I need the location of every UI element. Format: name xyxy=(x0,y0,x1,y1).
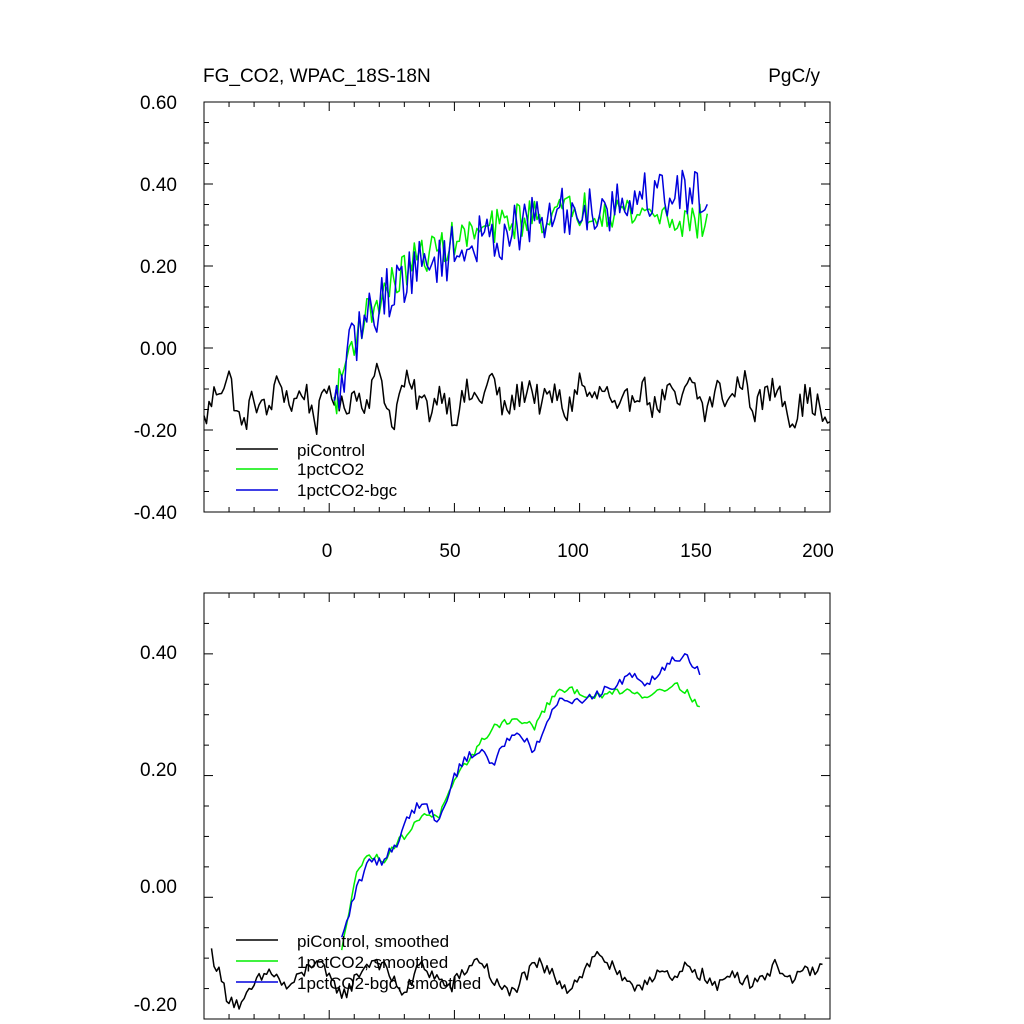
x-tick-label: 0 xyxy=(322,541,333,562)
series-line-1pctco2 xyxy=(333,192,709,415)
legend-label: 1pctCO2 xyxy=(297,460,364,479)
top-chart-series xyxy=(203,169,831,436)
y-tick-label: 0.40 xyxy=(140,643,177,664)
y-tick-label: 0.60 xyxy=(140,93,177,114)
legend-label: piControl xyxy=(297,441,365,460)
x-tick-label: 50 xyxy=(439,541,460,562)
series-line-1pctco2-bgc xyxy=(333,169,708,410)
y-tick-label: -0.20 xyxy=(134,995,177,1016)
top-chart-frame xyxy=(203,101,831,513)
bottom-chart-series xyxy=(210,653,823,1010)
legend-label: 1pctCO2, smoothed xyxy=(297,953,448,972)
top-chart-legend: piControl 1pctCO2 1pctCO2-bgc xyxy=(236,441,398,500)
x-tick-label: 150 xyxy=(680,541,712,562)
bottom-chart-legend: piControl, smoothed 1pctCO2, smoothed 1p… xyxy=(236,932,481,993)
y-tick-label: 0.00 xyxy=(140,339,177,360)
x-tick-label: 200 xyxy=(802,541,834,562)
y-tick-label: 0.00 xyxy=(140,877,177,898)
legend-label: 1pctCO2-bgc xyxy=(297,481,398,500)
chart-title: FG_CO2, WPAC_18S-18N xyxy=(203,66,431,87)
legend-label: 1pctCO2-bgc, smoothed xyxy=(297,974,481,993)
top-chart: FG_CO2, WPAC_18S-18N PgC/y -0.40 -0.20 0… xyxy=(134,66,834,562)
series-line-picontrol-smoothed xyxy=(210,948,823,1010)
x-tick-label: 100 xyxy=(557,541,589,562)
chart-units: PgC/y xyxy=(768,66,820,87)
y-tick-label: 0.20 xyxy=(140,257,177,278)
legend-label: piControl, smoothed xyxy=(297,932,449,951)
bottom-chart-frame xyxy=(203,592,831,1020)
series-line-1pctco2-bgc-smoothed xyxy=(340,653,701,938)
y-tick-label: 0.40 xyxy=(140,175,177,196)
y-tick-label: -0.40 xyxy=(134,503,177,524)
top-chart-ticks xyxy=(203,101,831,513)
series-line-picontrol xyxy=(203,362,831,436)
y-tick-label: 0.20 xyxy=(140,760,177,781)
bottom-chart-ticks xyxy=(203,592,831,1020)
series-line-1pctco2-smoothed xyxy=(340,682,701,951)
y-tick-label: -0.20 xyxy=(134,421,177,442)
bottom-chart: -0.20 0.00 0.20 0.40 piControl, smoothed… xyxy=(134,592,831,1020)
